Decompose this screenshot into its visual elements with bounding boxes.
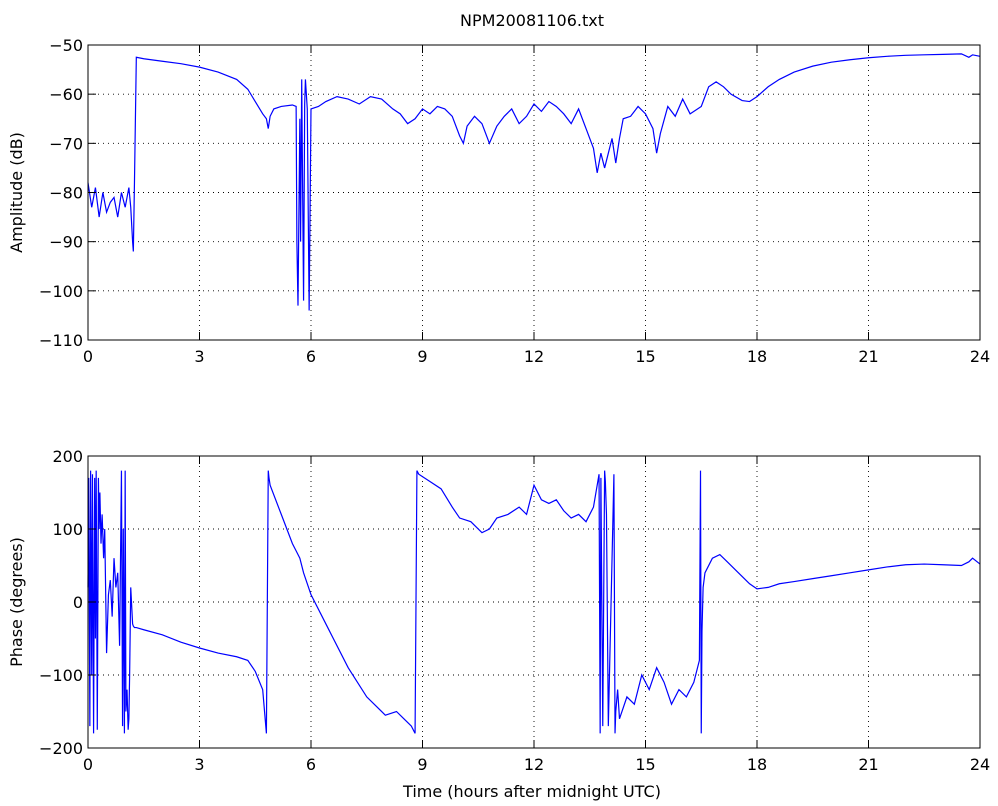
phase-x-tick-label-3: 9 <box>417 755 427 774</box>
phase-x-tick-label-4: 12 <box>524 755 544 774</box>
amplitude-x-tick-label-5: 15 <box>635 347 655 366</box>
phase-x-tick-label-2: 6 <box>306 755 316 774</box>
amplitude-panel: 0 3 6 9 12 15 18 21 24 −50 −60 −70 −80 −90 −100 −110 Amp… <box>7 36 990 366</box>
phase-x-tick-label-5: 15 <box>635 755 655 774</box>
amplitude-x-tick-label-6: 18 <box>747 347 767 366</box>
amplitude-x-tick-label-1: 3 <box>194 347 204 366</box>
amplitude-x-tick-label-7: 21 <box>858 347 878 366</box>
phase-panel: 0 3 6 9 12 15 18 21 24 200 100 0 −100 −200 Phase (degr… <box>7 447 990 774</box>
phase-y-tick-label-2: 0 <box>73 593 83 612</box>
amplitude-series-line <box>87 53 981 311</box>
phase-y-tick-label-0: 200 <box>52 447 83 466</box>
amplitude-y-tick-label-1: −60 <box>49 85 83 104</box>
phase-y-axis-label: Phase (degrees) <box>7 537 26 667</box>
phase-series-line <box>87 470 981 734</box>
amplitude-x-tick-label-0: 0 <box>83 347 93 366</box>
figure-title: NPM20081106.txt <box>460 11 604 30</box>
amplitude-x-tick-label-4: 12 <box>524 347 544 366</box>
phase-x-tick-label-6: 18 <box>747 755 767 774</box>
amplitude-y-tick-label-0: −50 <box>49 36 83 55</box>
amplitude-x-tick-label-3: 9 <box>417 347 427 366</box>
phase-x-tick-label-7: 21 <box>858 755 878 774</box>
amplitude-y-tick-label-2: −70 <box>49 134 83 153</box>
phase-y-tick-label-3: −100 <box>39 666 83 685</box>
phase-y-tick-label-4: −200 <box>39 739 83 758</box>
amplitude-y-tick-label-4: −90 <box>49 233 83 252</box>
amplitude-x-tick-label-8: 24 <box>970 347 990 366</box>
phase-x-tick-label-0: 0 <box>83 755 93 774</box>
amplitude-y-axis-label: Amplitude (dB) <box>7 132 26 253</box>
amplitude-x-tick-label-2: 6 <box>306 347 316 366</box>
amplitude-y-tick-label-3: −80 <box>49 184 83 203</box>
x-axis-label: Time (hours after midnight UTC) <box>402 782 661 801</box>
phase-y-tick-label-1: 100 <box>52 520 83 539</box>
amplitude-y-tick-label-5: −100 <box>39 282 83 301</box>
amplitude-y-tick-label-6: −110 <box>39 331 83 350</box>
phase-x-tick-label-8: 24 <box>970 755 990 774</box>
phase-x-tick-label-1: 3 <box>194 755 204 774</box>
